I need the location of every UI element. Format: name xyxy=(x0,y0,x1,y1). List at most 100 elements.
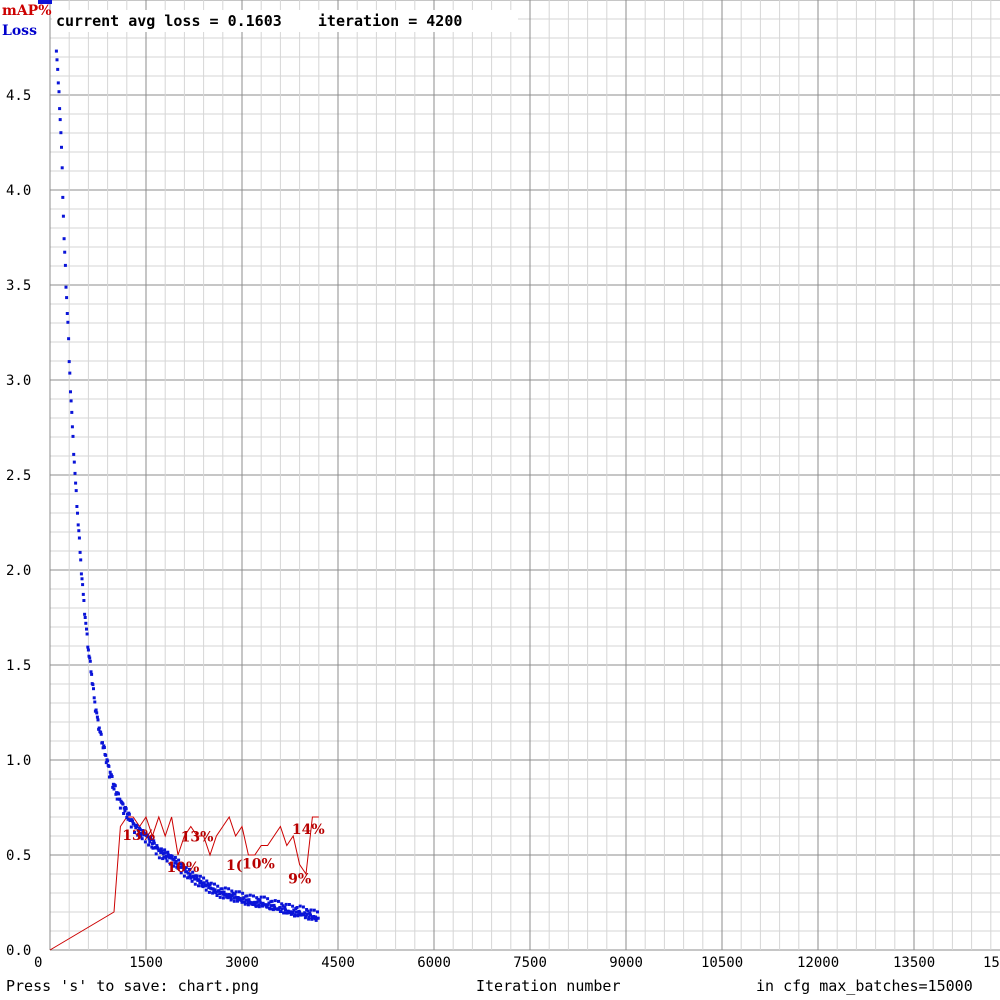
loss-point xyxy=(84,621,88,625)
loss-point xyxy=(61,195,65,199)
loss-point xyxy=(231,891,235,895)
loss-point xyxy=(207,886,211,890)
loss-point xyxy=(112,787,116,791)
loss-point xyxy=(58,118,62,122)
loss-point xyxy=(316,916,320,920)
loss-point xyxy=(91,683,95,687)
loss-point xyxy=(272,903,276,907)
loss-point xyxy=(121,802,125,806)
loss-point xyxy=(96,718,100,722)
loss-point xyxy=(133,831,136,834)
loss-point xyxy=(243,900,247,904)
loss-point xyxy=(151,846,155,850)
loss-point xyxy=(201,885,205,889)
loss-point xyxy=(232,896,236,900)
loss-point xyxy=(284,902,288,906)
x-tick-label: 15 xyxy=(983,955,1000,971)
y-tick-label: 4.5 xyxy=(6,88,31,104)
loss-point xyxy=(140,831,143,835)
loss-point xyxy=(146,835,150,839)
loss-point xyxy=(65,296,69,300)
loss-point xyxy=(227,887,231,891)
y-tick-label: 3.5 xyxy=(6,278,31,294)
y-tick-label: 2.5 xyxy=(6,468,31,484)
loss-point xyxy=(305,912,309,916)
loss-point xyxy=(206,882,210,886)
map-percent-labels: 13% 13%10% 1(10%14%9% xyxy=(122,822,324,887)
loss-point xyxy=(242,896,246,900)
loss-point xyxy=(139,834,143,838)
loss-point xyxy=(186,871,190,875)
x-tick-label: 7500 xyxy=(513,955,547,971)
loss-point xyxy=(83,616,87,619)
y-tick-label: 2.0 xyxy=(6,563,31,579)
loss-point xyxy=(212,890,216,894)
loss-point xyxy=(182,874,186,878)
loss-point xyxy=(181,865,185,869)
loss-point xyxy=(129,825,133,829)
loss-point xyxy=(140,837,144,841)
loss-point xyxy=(293,913,297,917)
loss-point xyxy=(301,905,305,909)
loss-point xyxy=(152,839,156,843)
map-percent-label: 13% xyxy=(181,830,214,846)
loss-point xyxy=(118,797,122,801)
loss-point xyxy=(262,895,266,899)
loss-point xyxy=(86,648,90,652)
loss-point xyxy=(79,572,83,576)
loss-point xyxy=(165,859,169,863)
loss-point xyxy=(87,654,91,658)
loss-point xyxy=(80,577,84,581)
map-percent-label: 9% xyxy=(288,872,311,888)
loss-point xyxy=(312,908,316,912)
loss-point xyxy=(279,910,283,913)
loss-point xyxy=(204,884,207,888)
loss-point xyxy=(174,859,178,863)
x-tick-label: 6000 xyxy=(417,955,451,971)
loss-point xyxy=(252,894,255,898)
loss-point xyxy=(308,911,312,915)
loss-point xyxy=(113,784,117,788)
loss-point xyxy=(115,797,119,801)
loss-point xyxy=(280,907,284,911)
loss-point xyxy=(277,899,280,903)
loss-point xyxy=(88,656,92,660)
loss-point xyxy=(124,807,128,811)
loss-point xyxy=(289,910,293,914)
loss-point xyxy=(172,858,176,862)
loss-point xyxy=(259,901,263,905)
loss-point xyxy=(69,399,73,403)
loss-point xyxy=(258,898,262,902)
save-hint: Press 's' to save: chart.png xyxy=(6,977,259,995)
loss-point xyxy=(303,911,307,915)
legend-loss: Loss xyxy=(2,23,37,39)
loss-point xyxy=(127,812,131,816)
loss-point xyxy=(228,893,232,897)
loss-point xyxy=(92,687,95,691)
loss-point xyxy=(104,753,108,757)
loss-point xyxy=(166,853,170,857)
loss-point xyxy=(149,838,153,842)
loss-point xyxy=(292,908,296,912)
loss-point xyxy=(247,898,251,902)
loss-point xyxy=(86,645,90,649)
loss-point xyxy=(193,877,197,881)
loss-point xyxy=(294,910,298,914)
loss-point xyxy=(72,452,76,456)
loss-point xyxy=(85,632,89,636)
loss-point xyxy=(230,889,234,893)
loss-point xyxy=(245,898,248,902)
loss-point xyxy=(59,131,63,135)
loss-point xyxy=(220,887,224,891)
y-tick-label: 3.0 xyxy=(6,373,31,389)
loss-point xyxy=(108,775,111,779)
loss-point xyxy=(154,846,158,849)
loss-point xyxy=(77,536,81,540)
loss-point xyxy=(99,730,103,734)
loss-point xyxy=(179,871,183,875)
loss-point xyxy=(189,875,193,879)
loss-point xyxy=(229,898,233,902)
loss-point xyxy=(188,872,192,876)
legend-loss-swatch xyxy=(38,0,52,4)
loss-point xyxy=(240,900,244,904)
